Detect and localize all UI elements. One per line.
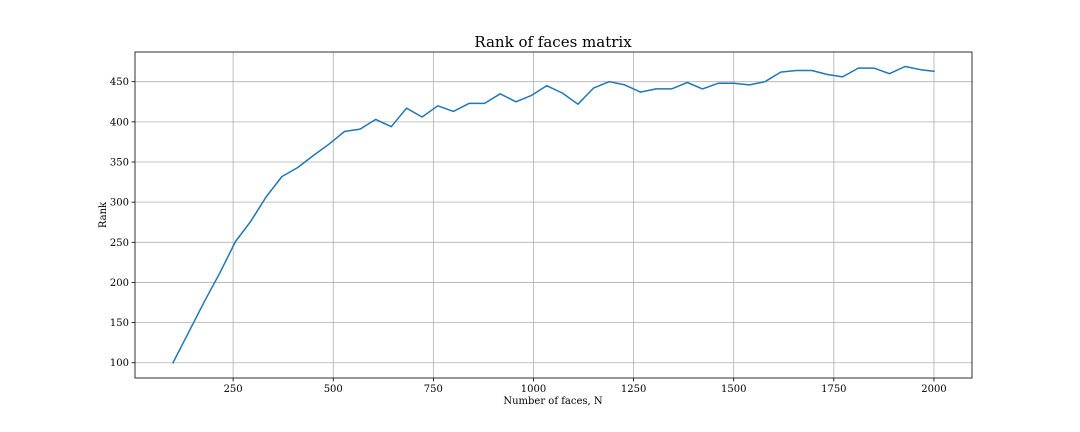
series-layer [171, 65, 935, 364]
series-line [171, 65, 935, 364]
x-tick-label: 500 [324, 384, 343, 395]
x-tick-label: 1000 [521, 384, 546, 395]
y-tick-label: 200 [110, 278, 129, 289]
y-tick-label: 300 [110, 198, 129, 209]
y-tick-label: 400 [110, 117, 129, 128]
grid [135, 52, 972, 378]
y-tick-label: 250 [110, 238, 129, 249]
x-tick-label: 250 [224, 384, 243, 395]
x-axis-label: Number of faces, N [503, 396, 603, 407]
axis-ticks: 250 500 750 1000 1250 1500 1750 2000 100 150 200 25… [110, 77, 947, 395]
y-tick-label: 450 [110, 77, 129, 88]
y-axis-label: Rank [98, 201, 109, 228]
x-tick-label: 1500 [721, 384, 746, 395]
x-tick-label: 1750 [821, 384, 846, 395]
chart-title: Rank of faces matrix [474, 33, 632, 51]
x-tick-label: 750 [424, 384, 443, 395]
y-tick-label: 100 [110, 358, 129, 369]
y-tick-label: 150 [110, 318, 129, 329]
plot-frame [134, 51, 973, 379]
y-tick-label: 350 [110, 158, 129, 169]
x-tick-label: 1250 [621, 384, 646, 395]
x-tick-label: 2000 [921, 384, 946, 395]
